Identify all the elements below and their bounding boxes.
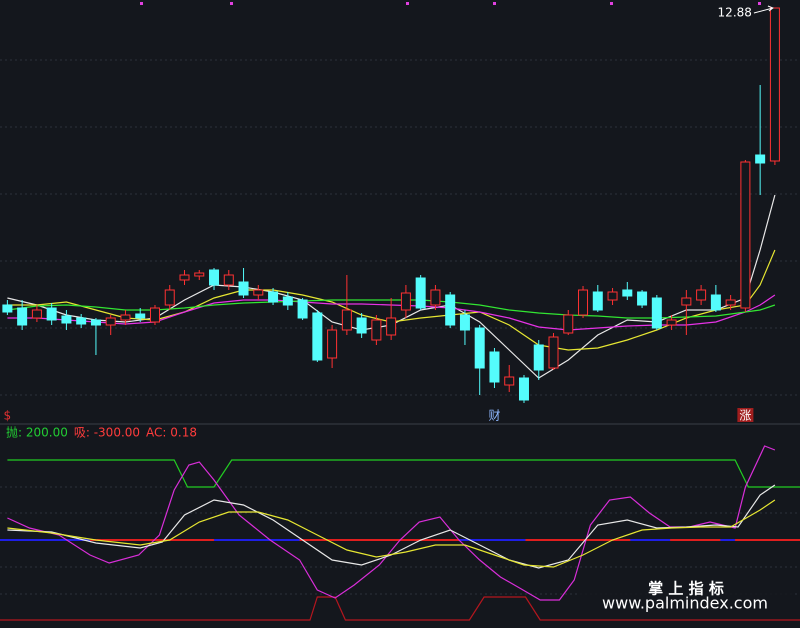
price-label: 12.88 <box>718 6 752 20</box>
candle-body <box>474 327 485 369</box>
candle-body <box>76 317 87 325</box>
annotation-box <box>737 408 754 422</box>
candle-body <box>518 377 529 401</box>
candle-body <box>61 315 72 324</box>
legend-entry: 抛: 200.00 <box>6 425 68 440</box>
candle-body <box>17 307 28 326</box>
candle-body <box>341 309 352 331</box>
legend-entry: 吸: -300.00 <box>74 426 140 440</box>
candle-body <box>179 274 190 281</box>
watermark-url: www.palmindex.com <box>602 594 768 613</box>
indicator-line <box>7 499 776 568</box>
candle-body <box>459 314 470 331</box>
candle-body <box>415 277 426 309</box>
candle-body <box>297 299 308 319</box>
annotation: $ <box>4 409 12 423</box>
candle-body <box>489 351 500 383</box>
candle-body <box>282 296 293 306</box>
signal-dot <box>610 2 613 5</box>
candle-body <box>755 154 766 164</box>
candle-body <box>592 291 603 311</box>
candle-body <box>607 291 618 301</box>
signal-dot <box>493 2 496 5</box>
candle-body <box>740 161 751 309</box>
candle-body <box>149 307 160 323</box>
candle-body <box>445 294 456 326</box>
candle-body <box>563 314 574 334</box>
candle-body <box>769 7 780 162</box>
candle-body <box>238 281 249 296</box>
candle-body <box>312 312 323 361</box>
plot-layer: 12.88 $ 财 涨抛: 200.00 吸: -300.00 AC: 0.18 <box>0 6 800 621</box>
candle-body <box>637 291 648 306</box>
candle-body <box>504 376 515 386</box>
candle-body <box>710 294 721 311</box>
candle-body <box>371 319 382 341</box>
candle-body <box>105 317 116 326</box>
candle-body <box>90 319 101 326</box>
legend-entry: AC: 0.18 <box>146 426 197 440</box>
candle-body <box>2 304 13 313</box>
signal-dot <box>406 2 409 5</box>
annotation: 涨 <box>739 408 751 423</box>
price-arrow <box>753 5 774 14</box>
candle-body <box>386 317 397 336</box>
candle-body <box>696 289 707 301</box>
signal-dots <box>140 2 761 5</box>
signal-dot <box>758 2 761 5</box>
candle-body <box>223 274 234 286</box>
indicator-line <box>7 445 776 601</box>
candle-body <box>135 313 146 319</box>
candle-body <box>31 309 42 319</box>
upper-grid <box>0 59 800 396</box>
candle-body <box>46 307 57 321</box>
candle-body <box>666 319 677 326</box>
candle-body <box>120 314 131 321</box>
candle-body <box>400 292 411 311</box>
indicator-line <box>7 459 800 488</box>
candle-body <box>651 297 662 329</box>
candle-body <box>533 344 544 371</box>
candle-body <box>725 299 736 306</box>
candle-body <box>356 317 367 334</box>
candle-body <box>253 289 264 296</box>
candle-body <box>194 272 205 277</box>
candle-body <box>681 297 692 306</box>
candle-body <box>578 289 589 316</box>
watermark-bg <box>580 578 792 618</box>
candle-body <box>548 336 559 369</box>
watermark-title: 掌 上 指 标 <box>648 580 724 598</box>
candle-body <box>268 291 279 303</box>
candle-body <box>164 289 175 306</box>
candle-body <box>430 289 441 306</box>
indicator-line <box>0 596 800 621</box>
candle-body <box>209 269 220 286</box>
annotation: 财 <box>488 409 500 423</box>
signal-dot <box>230 2 233 5</box>
candle-body <box>622 289 633 297</box>
signal-dot <box>140 2 143 5</box>
candle-body <box>327 329 338 359</box>
